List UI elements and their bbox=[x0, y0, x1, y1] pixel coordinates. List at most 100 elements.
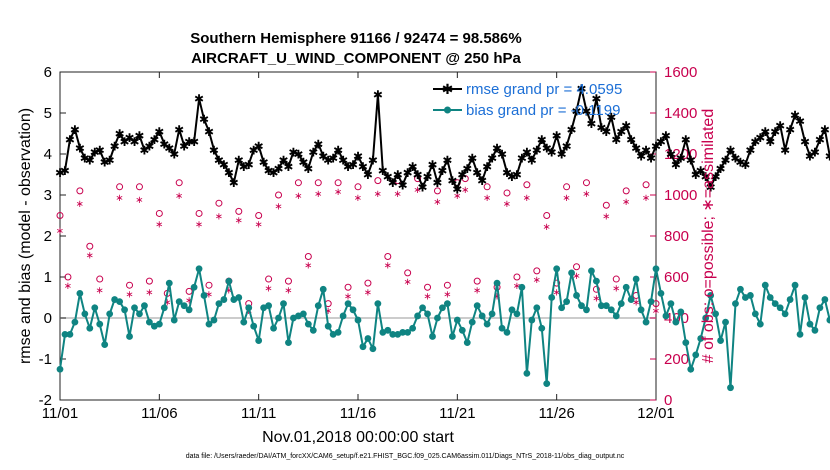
rmse-point: ✱ bbox=[706, 180, 716, 194]
y-tick-label: 6 bbox=[44, 64, 52, 81]
obs-assimilated-marker: ∗ bbox=[294, 191, 302, 202]
rmse-point: ✱ bbox=[100, 156, 110, 170]
rmse-point: ✱ bbox=[487, 152, 497, 166]
rmse-point: ✱ bbox=[318, 150, 328, 164]
rmse-point: ✱ bbox=[323, 154, 333, 168]
rmse-point: ✱ bbox=[572, 104, 582, 118]
obs-possible-marker bbox=[404, 269, 412, 277]
y-tick-label: -1 bbox=[39, 351, 52, 368]
obs-possible-marker bbox=[602, 201, 610, 209]
bias-point bbox=[235, 294, 243, 301]
bias-point bbox=[538, 324, 546, 332]
obs-assimilated-marker: ∗ bbox=[274, 201, 282, 212]
bias-point bbox=[672, 318, 680, 326]
rmse-point: ✱ bbox=[154, 125, 164, 139]
bias-point bbox=[761, 281, 769, 289]
rmse-point: ✱ bbox=[745, 143, 755, 157]
rmse-point: ✱ bbox=[80, 152, 90, 166]
y-tick-label: 4 bbox=[44, 146, 52, 163]
rmse-point: ✱ bbox=[144, 139, 154, 153]
rmse-point: ✱ bbox=[149, 133, 159, 147]
rmse-point: ✱ bbox=[472, 166, 482, 180]
rmse-point: ✱ bbox=[204, 125, 214, 139]
rmse-point: ✱ bbox=[517, 152, 527, 166]
y-tick-label: 1 bbox=[44, 269, 52, 286]
obs-assimilated-marker: ∗ bbox=[76, 199, 84, 210]
rmse-point: ✱ bbox=[418, 180, 428, 194]
bias-point bbox=[458, 326, 466, 334]
obs-assimilated-marker: ∗ bbox=[572, 271, 580, 282]
bias-point bbox=[657, 290, 665, 297]
obs-possible-marker bbox=[483, 183, 491, 191]
bias-point bbox=[126, 333, 133, 340]
obs-assimilated-marker: ∗ bbox=[523, 193, 531, 204]
obs-possible-marker bbox=[126, 281, 134, 289]
bias-point bbox=[712, 310, 719, 318]
rmse-point: ✱ bbox=[775, 119, 785, 133]
bias-point bbox=[766, 294, 774, 301]
rmse-point: ✱ bbox=[790, 109, 800, 123]
bias-point bbox=[250, 322, 258, 330]
bias-point bbox=[304, 320, 312, 328]
rmse-point: ✱ bbox=[576, 82, 586, 96]
bias-point bbox=[806, 320, 814, 328]
bias-series bbox=[56, 265, 830, 392]
bias-point bbox=[429, 333, 436, 340]
legend-bias-label: bias grand pr = -0.1199 bbox=[466, 102, 620, 119]
rmse-point: ✱ bbox=[562, 139, 572, 153]
rmse-point: ✱ bbox=[527, 154, 537, 168]
rmse-point: ✱ bbox=[378, 164, 388, 178]
rmse-point: ✱ bbox=[785, 123, 795, 137]
obs-assimilated-marker: ∗ bbox=[394, 189, 402, 200]
bias-point bbox=[175, 298, 183, 305]
obs-assimilated-marker: ∗ bbox=[175, 191, 183, 202]
obs-possible-marker bbox=[424, 283, 432, 291]
obs-assimilated-marker: ∗ bbox=[195, 220, 203, 231]
bias-point bbox=[607, 306, 615, 314]
bias-point bbox=[185, 306, 193, 314]
rmse-point: ✱ bbox=[721, 154, 731, 168]
bias-point bbox=[404, 328, 412, 336]
rmse-point: ✱ bbox=[626, 133, 636, 147]
rmse-point: ✱ bbox=[353, 150, 363, 164]
rmse-point: ✱ bbox=[452, 182, 462, 196]
y-axis-label: rmse and bias (model - observation) bbox=[17, 108, 34, 364]
obs-possible-marker bbox=[523, 181, 531, 189]
obs-assimilated-marker: ∗ bbox=[374, 189, 382, 200]
bias-point bbox=[200, 292, 208, 299]
bias-point bbox=[667, 300, 675, 308]
bias-point bbox=[314, 302, 322, 310]
y2-tick-label: 1600 bbox=[664, 64, 697, 81]
bias-point bbox=[210, 316, 218, 324]
bias-point bbox=[96, 320, 104, 328]
y-tick-label: 5 bbox=[44, 105, 52, 122]
rmse-point: ✱ bbox=[467, 152, 477, 166]
bias-point bbox=[543, 380, 551, 387]
obs-possible-marker bbox=[582, 179, 590, 187]
bias-point bbox=[756, 320, 764, 328]
bias-point bbox=[215, 300, 223, 308]
obs-assimilated-marker: ∗ bbox=[284, 285, 292, 296]
bias-point bbox=[548, 294, 556, 301]
obs-assimilated-marker: ∗ bbox=[125, 289, 133, 300]
rmse-point: ✱ bbox=[333, 143, 343, 157]
rmse-point: ✱ bbox=[442, 154, 452, 168]
bias-point bbox=[503, 328, 511, 336]
bias-point bbox=[583, 306, 590, 314]
bias-point bbox=[170, 316, 178, 324]
x-tick-label: 11/16 bbox=[340, 405, 376, 422]
rmse-point: ✱ bbox=[755, 131, 765, 145]
obs-assimilated-marker: ∗ bbox=[205, 289, 213, 300]
bias-point bbox=[513, 310, 521, 318]
obs-possible-marker bbox=[145, 277, 153, 285]
rmse-point: ✱ bbox=[85, 154, 95, 168]
obs-assimilated-marker: ∗ bbox=[461, 185, 469, 196]
bias-point bbox=[205, 320, 213, 328]
obs-assimilated-marker: ∗ bbox=[413, 185, 421, 196]
bias-point bbox=[796, 331, 804, 338]
rmse-point: ✱ bbox=[606, 111, 616, 125]
rmse-point: ✱ bbox=[557, 148, 567, 162]
bias-point bbox=[369, 345, 377, 353]
rmse-point: ✱ bbox=[666, 148, 676, 162]
rmse-point: ✱ bbox=[676, 152, 686, 166]
